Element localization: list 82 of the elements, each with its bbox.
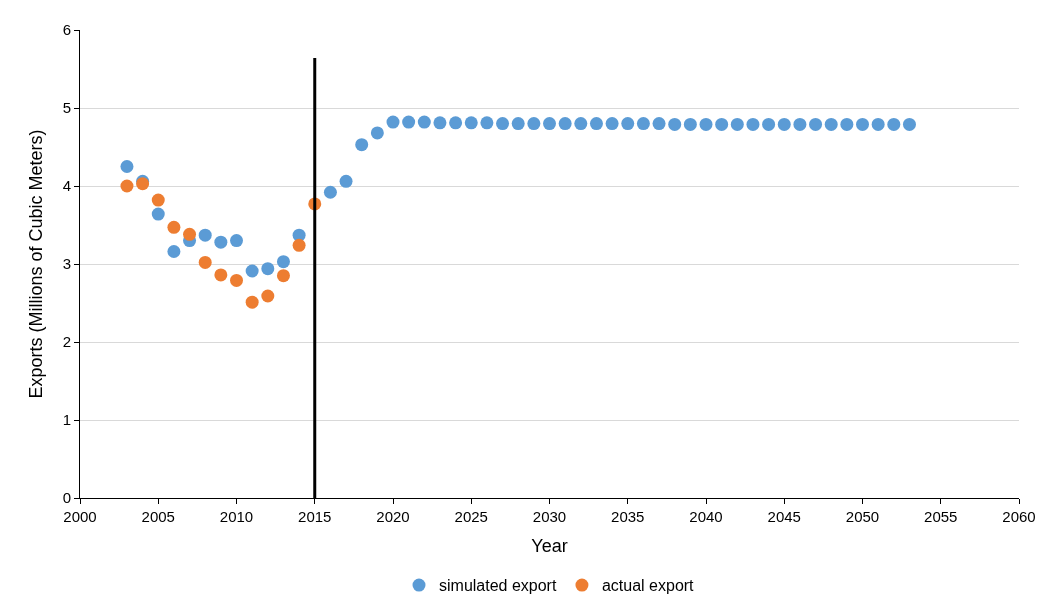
point bbox=[198, 255, 212, 269]
legend-label: simulated export bbox=[439, 577, 557, 595]
y-axis-title: Exports (Millions of Cubic Meters) bbox=[25, 129, 46, 399]
y-tick-label: 5 bbox=[62, 99, 71, 117]
point bbox=[151, 207, 165, 221]
point bbox=[840, 117, 854, 131]
point bbox=[511, 117, 525, 131]
point bbox=[589, 117, 603, 131]
point bbox=[323, 185, 337, 199]
point bbox=[120, 160, 134, 173]
point bbox=[480, 116, 494, 130]
point bbox=[339, 174, 353, 188]
point bbox=[715, 117, 729, 131]
point bbox=[464, 116, 478, 130]
x-tick-label: 2005 bbox=[141, 508, 175, 525]
point bbox=[370, 126, 384, 140]
point bbox=[120, 179, 134, 193]
point bbox=[871, 117, 885, 131]
x-tick-label: 2040 bbox=[689, 508, 723, 525]
point bbox=[558, 117, 572, 131]
point bbox=[636, 117, 650, 131]
y-tick-label: 6 bbox=[62, 21, 71, 39]
x-tick-label: 2045 bbox=[767, 508, 801, 525]
point bbox=[887, 117, 901, 131]
point bbox=[230, 273, 243, 287]
point bbox=[276, 255, 290, 269]
x-tick-label: 2025 bbox=[454, 508, 488, 525]
point bbox=[496, 117, 510, 131]
point bbox=[167, 245, 181, 259]
point bbox=[809, 117, 823, 131]
x-tick-label: 2035 bbox=[611, 508, 645, 525]
y-tick-label: 1 bbox=[62, 411, 71, 429]
point bbox=[292, 238, 306, 252]
point bbox=[699, 117, 713, 131]
x-tick-label: 2060 bbox=[1002, 508, 1036, 525]
point bbox=[668, 117, 682, 131]
point bbox=[730, 117, 744, 131]
point bbox=[621, 117, 635, 131]
point bbox=[762, 117, 776, 131]
point bbox=[605, 117, 619, 131]
point bbox=[527, 117, 541, 131]
point bbox=[574, 117, 588, 131]
point bbox=[902, 117, 916, 131]
point bbox=[276, 269, 290, 283]
point bbox=[683, 117, 697, 131]
point bbox=[230, 234, 243, 248]
point bbox=[151, 193, 165, 207]
point bbox=[167, 220, 181, 234]
point bbox=[433, 116, 447, 130]
x-tick-label: 2010 bbox=[219, 508, 254, 525]
point bbox=[261, 289, 275, 303]
point bbox=[652, 117, 666, 131]
point bbox=[449, 116, 463, 130]
point bbox=[543, 117, 556, 131]
point bbox=[183, 227, 197, 241]
point bbox=[386, 115, 400, 129]
y-tick-label: 2 bbox=[62, 333, 71, 351]
point bbox=[856, 117, 869, 131]
point bbox=[355, 138, 369, 152]
legend-label: actual export bbox=[601, 577, 695, 595]
point bbox=[198, 228, 212, 242]
x-tick-label: 2050 bbox=[845, 508, 880, 525]
point bbox=[245, 264, 259, 278]
x-tick-label: 2055 bbox=[924, 508, 958, 525]
point bbox=[824, 117, 838, 131]
point bbox=[245, 295, 259, 309]
point bbox=[214, 268, 228, 282]
point bbox=[261, 262, 275, 276]
y-tick-label: 3 bbox=[62, 255, 71, 273]
point bbox=[777, 117, 791, 131]
x-tick-label: 2030 bbox=[532, 508, 567, 525]
point bbox=[402, 115, 416, 129]
x-tick-label: 2020 bbox=[376, 508, 410, 525]
y-tick-label: 4 bbox=[62, 177, 71, 195]
point bbox=[746, 117, 760, 131]
x-tick-label: 2015 bbox=[298, 508, 332, 525]
point bbox=[214, 235, 228, 249]
point bbox=[417, 115, 431, 129]
x-tick-label: 2000 bbox=[63, 508, 97, 525]
point bbox=[793, 117, 807, 131]
y-tick-label: 0 bbox=[62, 489, 71, 507]
x-axis-title: Year bbox=[531, 536, 568, 557]
